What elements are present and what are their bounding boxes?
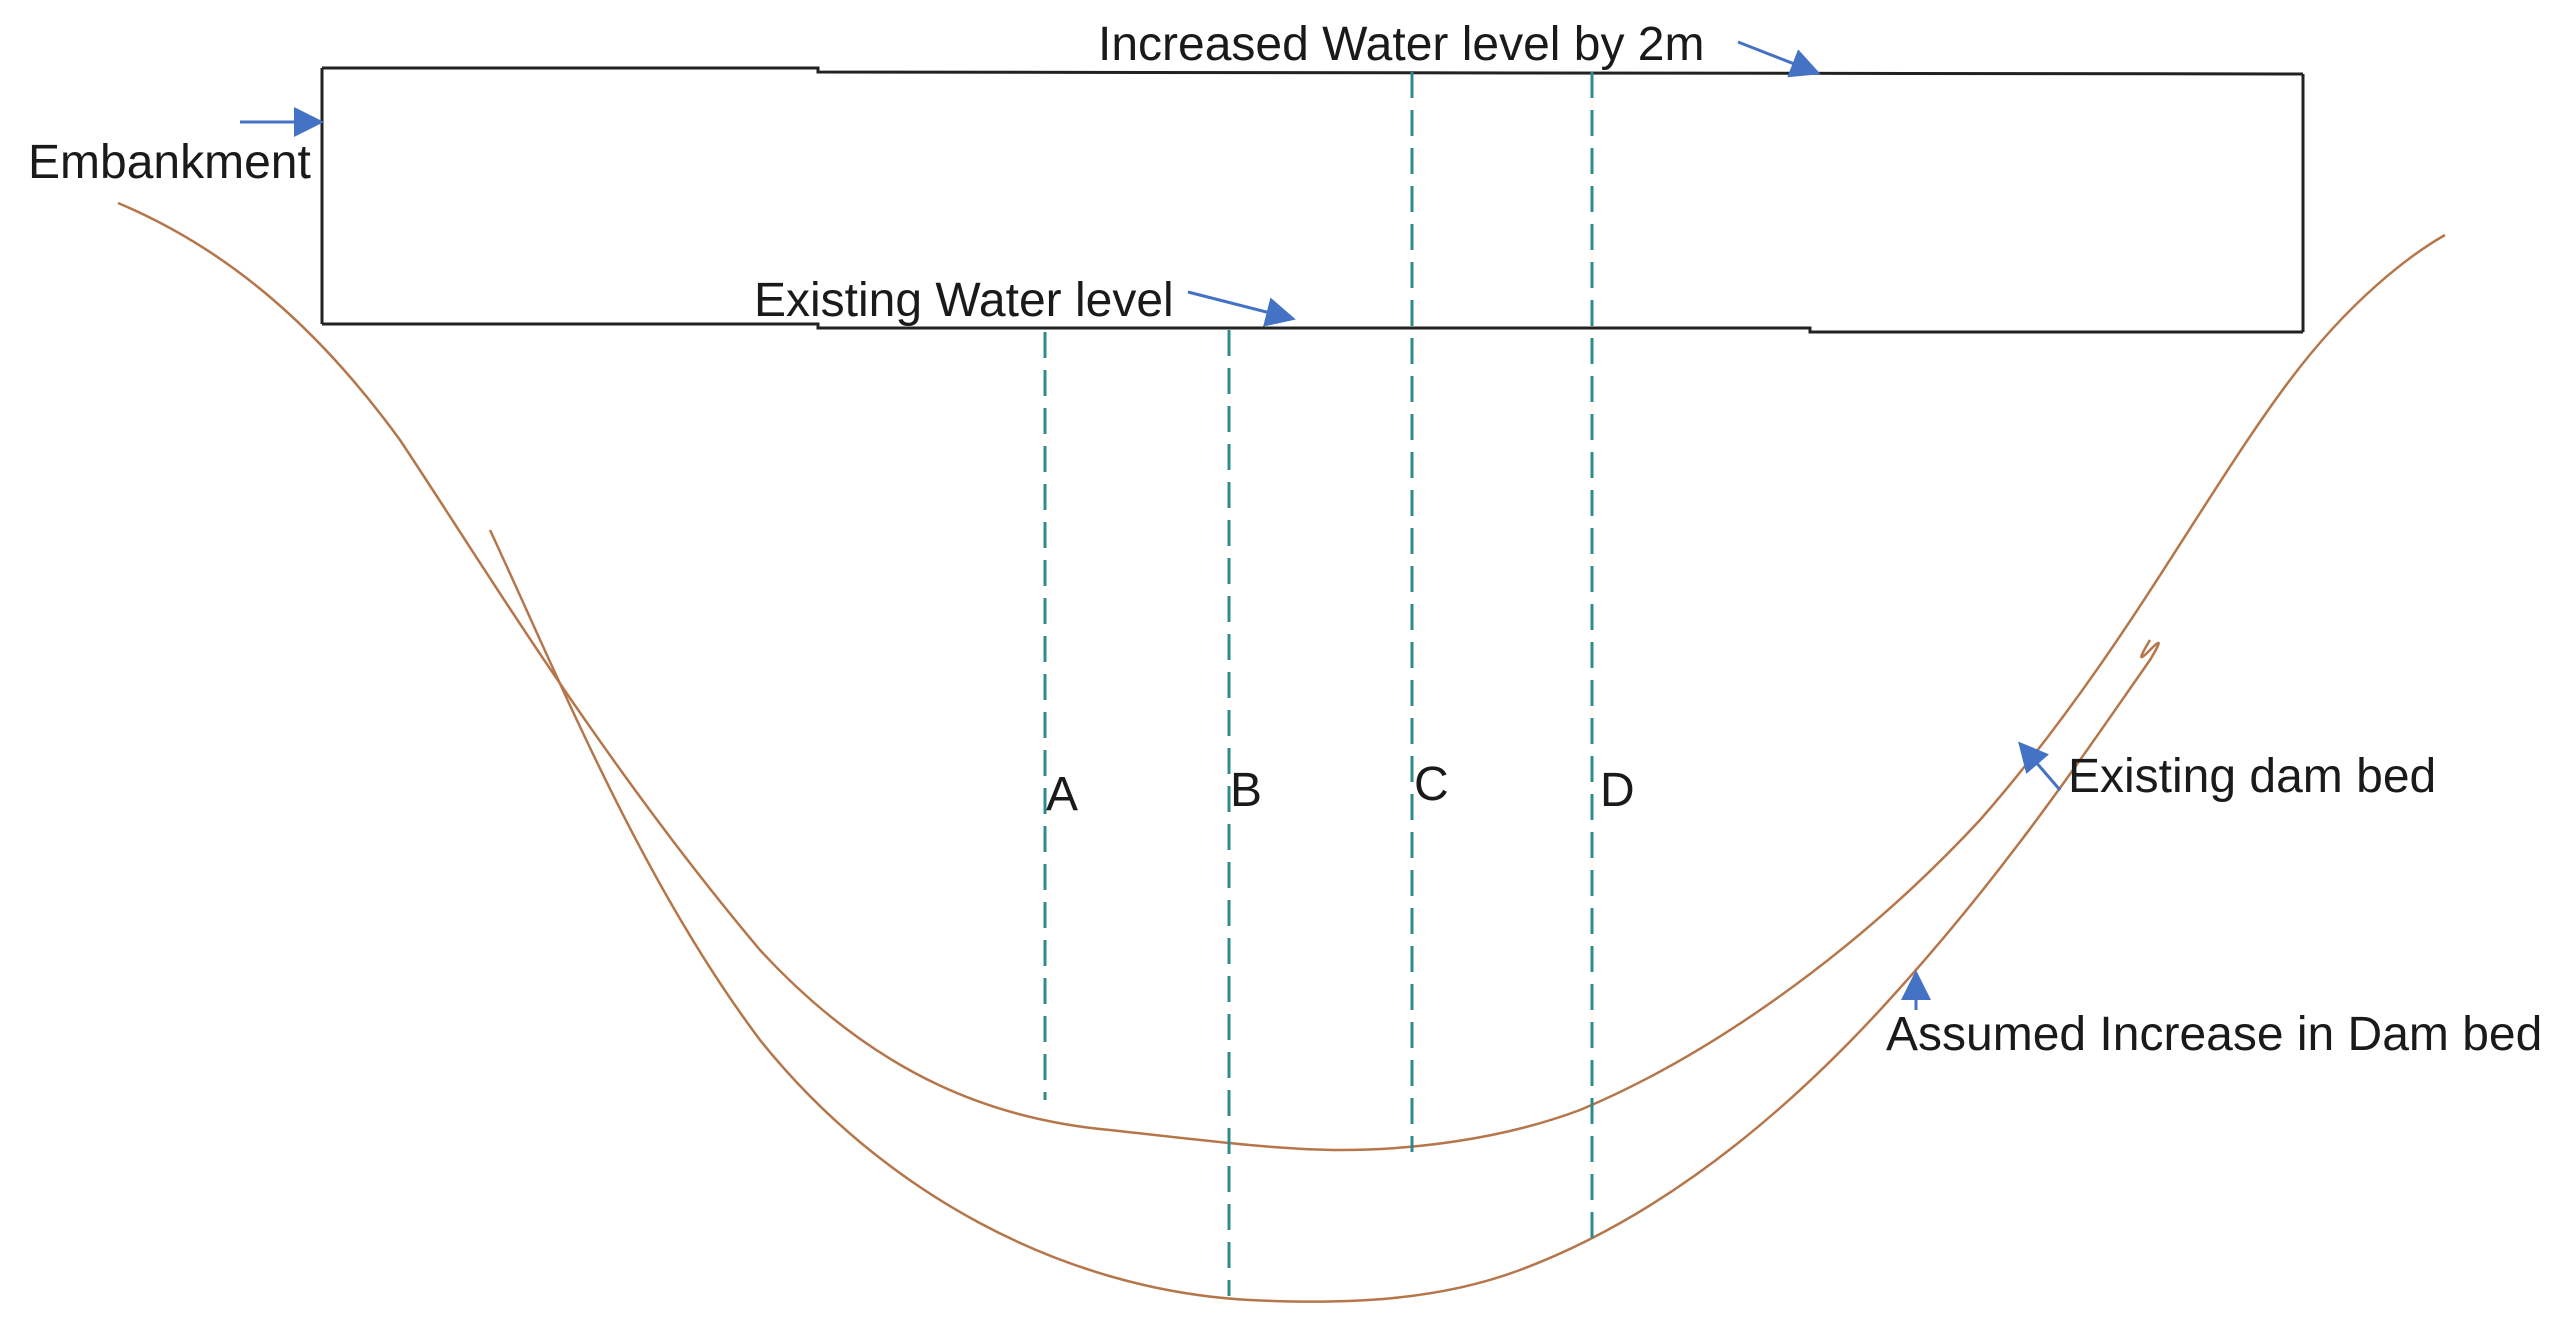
section-label-c: C xyxy=(1414,758,1449,811)
existing-dam-bed-curve xyxy=(117,201,2446,1152)
increased-water-level-arrow xyxy=(1737,40,1821,78)
increased-water-level-line xyxy=(322,66,2304,76)
section-label-a: A xyxy=(1046,768,1078,821)
existing-dam-bed-label: Existing dam bed xyxy=(2068,750,2436,803)
section-label-d: D xyxy=(1600,764,1635,817)
assumed-increase-label: Assumed Increase in Dam bed xyxy=(1886,1008,2542,1061)
assumed-increase-dam-bed-curve xyxy=(488,529,2160,1303)
increased-water-level-label: Increased Water level by 2m xyxy=(1098,18,1704,71)
existing-water-level-line xyxy=(322,322,2303,334)
existing-water-level-label: Existing Water level xyxy=(754,274,1174,327)
section-label-b: B xyxy=(1230,764,1262,817)
embankment-label: Embankment xyxy=(28,136,311,189)
existing-water-level-arrow xyxy=(1187,290,1296,327)
existing-dam-bed-arrow xyxy=(2018,741,2062,791)
